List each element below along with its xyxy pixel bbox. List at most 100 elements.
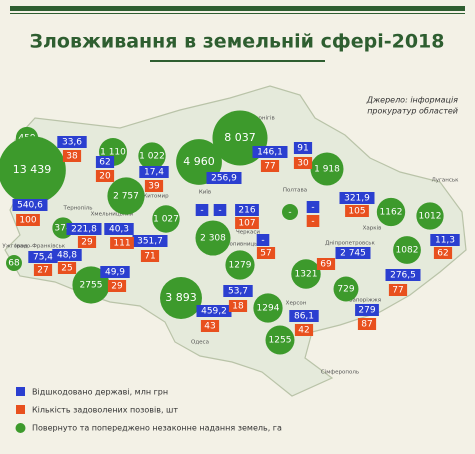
- hectares-circle: [152, 205, 180, 233]
- hectares-label: 1012: [419, 212, 442, 222]
- hectares-circle: [72, 266, 110, 304]
- uah-label: 62: [99, 158, 110, 168]
- suits-box: [388, 284, 408, 296]
- uah-box: [206, 172, 242, 184]
- hectares-label: 1279: [229, 261, 252, 271]
- uah-label: 146,1: [257, 148, 283, 158]
- hectares-label: 1 027: [153, 215, 179, 225]
- hectares-label: 2 757: [113, 192, 139, 202]
- city-label: Черкаси: [236, 230, 260, 236]
- legend: Відшкодовано державі, млн грн Кількість …: [15, 387, 282, 433]
- city-label: Луганськ: [432, 178, 460, 184]
- uah-label: 53,7: [228, 287, 248, 297]
- uah-box: [12, 199, 48, 211]
- hectares-circle: [0, 136, 66, 204]
- uah-label: 49,9: [105, 268, 125, 278]
- hectares-circle: [310, 152, 344, 186]
- city-label: Житомир: [141, 194, 169, 200]
- hectares-label: 68: [8, 259, 20, 269]
- uah-box: [196, 305, 232, 317]
- hectares-label: 1255: [269, 336, 292, 346]
- city-label: Дніпропетровськ: [325, 241, 375, 247]
- suits-label: 43: [204, 322, 215, 332]
- suits-box: [306, 215, 320, 227]
- hectares-circle: [107, 177, 145, 215]
- suits-box: [16, 214, 40, 226]
- city-label: Кропивницький: [222, 241, 268, 248]
- uah-label: 459,2: [201, 307, 227, 317]
- suits-label: 111: [113, 239, 130, 249]
- uah-box: [132, 235, 168, 247]
- suits-box: [235, 217, 259, 229]
- suits-box: [95, 170, 115, 182]
- hectares-label: 1 022: [139, 152, 165, 162]
- hectares-label: 1162: [380, 208, 403, 218]
- uah-label: 221,8: [71, 225, 97, 235]
- suits-box: [316, 258, 336, 270]
- hectares-circle: [6, 255, 22, 271]
- suits-box: [33, 264, 53, 276]
- suits-box: [57, 262, 77, 274]
- suits-box: [260, 160, 280, 172]
- suits-box: [140, 250, 160, 262]
- uah-box: [235, 204, 259, 216]
- uah-box: [195, 204, 209, 216]
- uah-box: [104, 223, 134, 235]
- hectares-circle: [333, 276, 359, 302]
- uah-box: [430, 234, 460, 246]
- city-label: Сімферополь: [321, 370, 359, 376]
- uah-box: [28, 251, 58, 263]
- suits-box: [433, 247, 453, 259]
- hectares-circle: [160, 277, 202, 319]
- hectares-label: 374: [54, 224, 71, 234]
- uah-label: 540,6: [17, 201, 43, 211]
- legend-label: Кількість задоволених позовів, шт: [32, 406, 178, 415]
- hectares-circle: [253, 293, 283, 323]
- hectares-circle: [291, 259, 321, 289]
- city-label: Херсон: [286, 301, 307, 307]
- suits-box: [144, 180, 164, 192]
- suits-box: [200, 320, 220, 332]
- uah-label: -: [311, 203, 314, 213]
- uah-box: [335, 247, 371, 259]
- uah-box: [355, 304, 379, 316]
- hectares-label: 729: [337, 285, 354, 295]
- uah-box: [293, 142, 313, 154]
- uah-box: [256, 234, 270, 246]
- hectares-label: 1 110: [100, 148, 126, 158]
- hectares-label: 2755: [80, 281, 103, 291]
- uah-box: [139, 166, 169, 178]
- uah-box: [100, 266, 130, 278]
- suits-label: 30: [297, 159, 309, 169]
- uah-box: [66, 223, 102, 235]
- hectares-label: 1294: [257, 304, 280, 314]
- city-label: Ужгород: [2, 244, 27, 250]
- uah-box: [252, 146, 288, 158]
- suits-label: 39: [148, 182, 160, 192]
- uah-box: [95, 156, 115, 168]
- suits-label: 107: [238, 219, 255, 229]
- uah-label: 91: [297, 144, 308, 154]
- header-line: [10, 13, 465, 14]
- uah-box: [339, 192, 375, 204]
- hectares-label: -: [288, 208, 291, 218]
- uah-box: [57, 136, 87, 148]
- hectares-label: 3 893: [165, 291, 197, 304]
- hectares-label: 1082: [396, 246, 419, 256]
- suits-label: 57: [260, 249, 271, 259]
- hectares-circle: [195, 220, 231, 256]
- uah-label: 40,3: [109, 225, 129, 235]
- suits-label: -: [311, 217, 314, 227]
- suits-label: 77: [392, 286, 403, 296]
- hectares-label: 1 918: [314, 165, 340, 175]
- city-label: Тернопіль: [62, 206, 92, 212]
- hectares-circle: [138, 142, 166, 170]
- hectares-circle: [393, 236, 421, 264]
- hectares-circle: [265, 325, 295, 355]
- city-label: Запоріжжя: [349, 298, 381, 304]
- uah-label: 86,1: [294, 312, 314, 322]
- title-rule: [150, 60, 325, 62]
- uah-label: 48,8: [57, 251, 77, 261]
